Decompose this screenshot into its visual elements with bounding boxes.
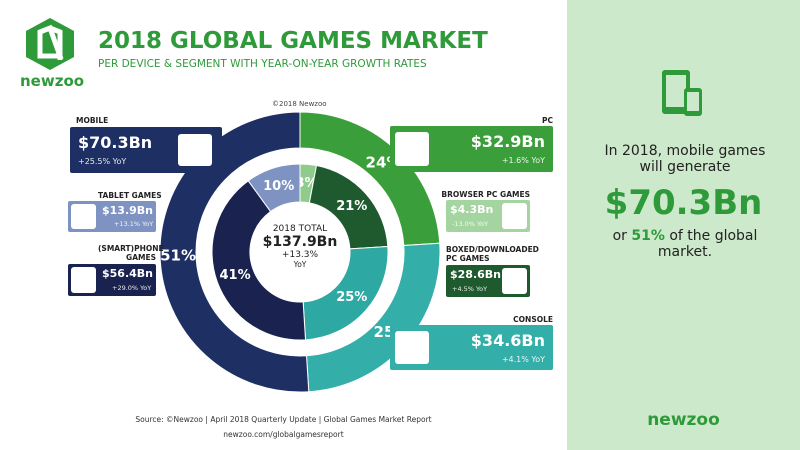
callout-box: $34.6Bn +4.1% YoY bbox=[390, 325, 553, 370]
callout-growth: +13.1% YoY bbox=[114, 220, 154, 228]
callout-name: BOXED/DOWNLOADED PC GAMES bbox=[446, 245, 539, 263]
callout-growth: +25.5% YoY bbox=[78, 157, 127, 166]
center-hole bbox=[251, 203, 349, 301]
title: 2018 GLOBAL GAMES MARKET bbox=[98, 28, 488, 54]
callout-box: $32.9Bn +1.6% YoY bbox=[390, 126, 553, 172]
callout-box: $4.3Bn -13.0% YoY bbox=[446, 200, 530, 232]
device-icon bbox=[662, 70, 702, 116]
center-amount: $137.9Bn bbox=[262, 234, 338, 250]
center-unit: YoY bbox=[293, 260, 307, 269]
callout-amount: $70.3Bn bbox=[78, 133, 153, 152]
text: of the global market. bbox=[657, 228, 758, 260]
callout-name: PC bbox=[541, 116, 553, 125]
callout-growth: +4.1% YoY bbox=[501, 355, 545, 364]
donut-chart: 24%25%51%3%21%25%41%10% bbox=[159, 111, 441, 393]
device-icon bbox=[395, 132, 429, 166]
logo-text: newzoo bbox=[20, 72, 85, 90]
segment-label: 21% bbox=[336, 199, 367, 214]
sidebar-logo: newzoo bbox=[647, 410, 720, 430]
device-icon bbox=[71, 204, 96, 229]
sidebar-text: In 2018, mobile games will generate bbox=[604, 143, 766, 175]
callout-amount: $56.4Bn bbox=[102, 267, 154, 280]
logo-icon bbox=[26, 18, 74, 70]
callout-box: $56.4Bn +29.0% YoY bbox=[68, 264, 156, 296]
callout-amount: $32.9Bn bbox=[470, 132, 545, 151]
device-icon bbox=[502, 268, 527, 294]
callout-name: CONSOLE bbox=[513, 315, 553, 324]
copyright: ©2018 Newzoo bbox=[272, 100, 327, 108]
callout-growth: +4.5% YoY bbox=[452, 285, 488, 293]
callout-name: (SMART)PHONE GAMES bbox=[98, 244, 164, 262]
callout-amount: $13.9Bn bbox=[102, 204, 154, 217]
donut-segment bbox=[159, 111, 310, 393]
donut-segment bbox=[247, 163, 301, 213]
center-growth: +13.3% bbox=[281, 250, 319, 260]
device-icon bbox=[395, 331, 429, 364]
sidebar-amount: $70.3Bn bbox=[604, 183, 763, 223]
subtitle: PER DEVICE & SEGMENT WITH YEAR-ON-YEAR G… bbox=[98, 58, 427, 70]
callout-name: MOBILE bbox=[76, 116, 109, 125]
device-icon bbox=[178, 134, 212, 166]
callout-amount: $34.6Bn bbox=[470, 331, 545, 350]
source: Source: ©Newzoo | April 2018 Quarterly U… bbox=[135, 415, 432, 424]
device-icon bbox=[71, 267, 96, 293]
center-total: 2018 TOTAL $137.9Bn +13.3% YoY bbox=[252, 224, 348, 269]
callout-growth: +1.6% YoY bbox=[501, 156, 545, 165]
donut-segment bbox=[211, 180, 307, 341]
text: or bbox=[612, 228, 627, 244]
center-label: 2018 TOTAL bbox=[272, 224, 328, 234]
callout-box: $13.9Bn +13.1% YoY bbox=[68, 201, 156, 232]
segment-label: 25% bbox=[336, 290, 367, 305]
sidebar: In 2018, mobile games will generate $70.… bbox=[567, 0, 800, 450]
callout-amount: $28.6Bn bbox=[450, 268, 502, 281]
segment-label: 10% bbox=[263, 179, 294, 194]
segment-label: 41% bbox=[220, 268, 251, 283]
segment-label: 51% bbox=[160, 246, 196, 264]
callout-growth: +29.0% YoY bbox=[112, 284, 152, 292]
url: newzoo.com/globalgamesreport bbox=[223, 430, 344, 439]
callout-box: $70.3Bn +25.5% YoY bbox=[70, 127, 222, 173]
callout-name: BROWSER PC GAMES bbox=[441, 190, 530, 199]
device-icon bbox=[502, 203, 527, 229]
callout-name: TABLET GAMES bbox=[98, 191, 162, 200]
callout-amount: $4.3Bn bbox=[450, 203, 494, 216]
callout-box: $28.6Bn +4.5% YoY bbox=[446, 265, 530, 297]
callout-growth: -13.0% YoY bbox=[452, 220, 489, 228]
sidebar-text: or 51% of the global market. bbox=[595, 228, 775, 260]
sidebar-pct: 51% bbox=[631, 228, 665, 244]
